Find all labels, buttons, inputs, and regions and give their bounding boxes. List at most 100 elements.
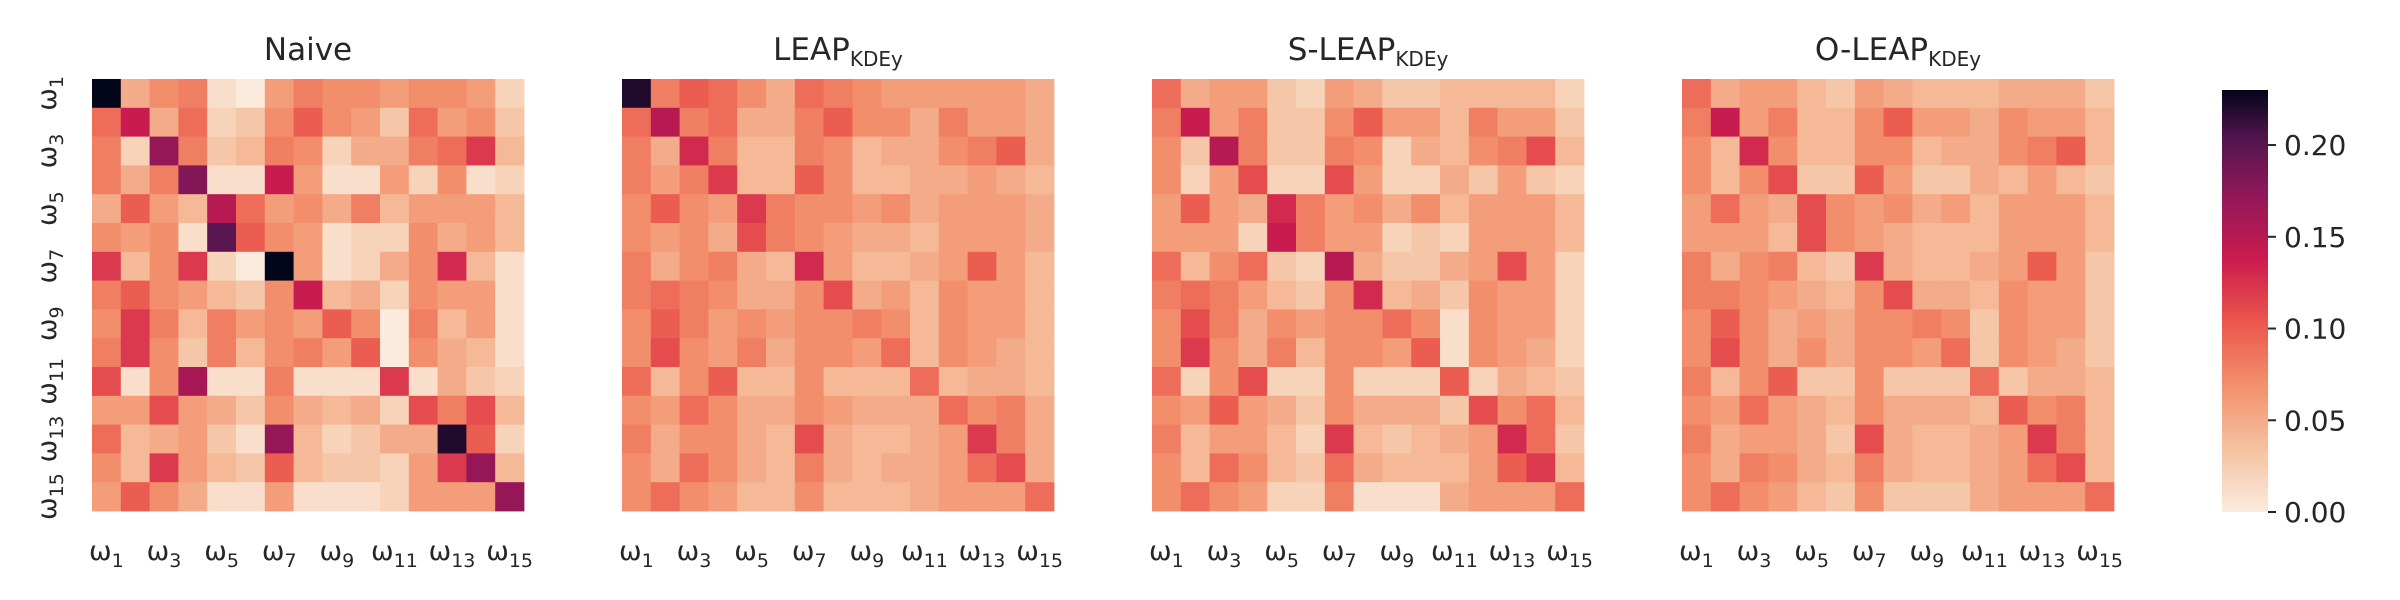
heatmap-cell	[1025, 395, 1055, 425]
heatmap-cell	[120, 309, 150, 339]
y-tick-label: ω9	[32, 306, 68, 341]
heatmap-cell	[380, 367, 410, 397]
heatmap-cell	[910, 165, 940, 195]
heatmap-cell	[1826, 165, 1856, 195]
heatmap-cell	[881, 165, 911, 195]
heatmap-cell	[1324, 395, 1354, 425]
heatmap-cell	[1970, 223, 2000, 253]
heatmap-cell	[380, 136, 410, 166]
heatmap-cell	[967, 280, 997, 310]
heatmap-cell	[1180, 453, 1210, 483]
heatmap-cell	[466, 280, 496, 310]
heatmap-cell	[1238, 309, 1268, 339]
heatmap-cell	[1180, 79, 1210, 109]
heatmap-cell	[322, 424, 352, 454]
heatmap-cell	[1970, 165, 2000, 195]
heatmap-cell	[938, 107, 968, 137]
heatmap-cell	[92, 251, 122, 281]
heatmap-cell	[322, 367, 352, 397]
heatmap-cell	[437, 482, 467, 512]
heatmap-cell	[794, 309, 824, 339]
heatmap-cell	[967, 165, 997, 195]
heatmap-cell	[737, 136, 767, 166]
heatmap-cell	[351, 309, 381, 339]
heatmap-cell	[149, 453, 179, 483]
heatmap-cell	[207, 136, 237, 166]
heatmap-cell	[264, 309, 294, 339]
heatmap-cell	[1526, 107, 1556, 137]
x-tick-label: ω15	[2076, 536, 2123, 572]
heatmap-cell	[1353, 482, 1383, 512]
heatmap-cell	[1267, 338, 1297, 368]
heatmap-cell	[236, 79, 266, 109]
heatmap-cell	[2056, 136, 2086, 166]
heatmap-cell	[967, 338, 997, 368]
heatmap-cell	[2027, 367, 2057, 397]
heatmap-cell	[92, 367, 122, 397]
heatmap-cell	[408, 223, 438, 253]
heatmap-cell	[1998, 309, 2028, 339]
heatmap-cell	[1440, 338, 1470, 368]
heatmap-cell	[2085, 223, 2115, 253]
heatmap-cell	[737, 424, 767, 454]
heatmap-cell	[264, 165, 294, 195]
heatmap-cell	[823, 395, 853, 425]
heatmap-cell	[910, 251, 940, 281]
heatmap-cell	[1998, 424, 2028, 454]
heatmap-cell	[1440, 223, 1470, 253]
heatmap-cell	[1180, 223, 1210, 253]
heatmap-cell	[380, 338, 410, 368]
heatmap-cell	[1238, 395, 1268, 425]
heatmap-cell	[1209, 482, 1239, 512]
heatmap-cell	[1296, 280, 1326, 310]
heatmap-cell	[1497, 280, 1527, 310]
heatmap-cell	[1739, 251, 1769, 281]
heatmap-cell	[1152, 482, 1182, 512]
heatmap-cell	[1468, 482, 1498, 512]
heatmap-cell	[207, 453, 237, 483]
heatmap-cell	[178, 280, 208, 310]
heatmap-cell	[1826, 251, 1856, 281]
heatmap-cell	[708, 309, 738, 339]
heatmap-cell	[938, 367, 968, 397]
heatmap-cell	[207, 309, 237, 339]
heatmap-cell	[1209, 367, 1239, 397]
heatmap-cell	[495, 395, 525, 425]
heatmap-cell	[1411, 338, 1441, 368]
heatmap-cell	[1941, 424, 1971, 454]
heatmap-cell	[910, 309, 940, 339]
heatmap-cell	[92, 482, 122, 512]
heatmap-cell	[408, 367, 438, 397]
heatmap-cell	[1526, 395, 1556, 425]
heatmap-cell	[1440, 280, 1470, 310]
heatmap-cell	[408, 395, 438, 425]
heatmap-cell	[120, 165, 150, 195]
heatmap-cell	[1238, 251, 1268, 281]
y-tick-labels: ω1 ω3 ω5 ω7 ω9 ω11 ω13 ω15	[32, 76, 68, 520]
heatmap-cell	[996, 165, 1026, 195]
heatmap-cell	[794, 165, 824, 195]
heatmap-cell	[149, 251, 179, 281]
heatmap-cell	[351, 107, 381, 137]
heatmap-panel: S-LEAPKDEy ω1 ω3 ω5 ω7 ω9 ω11 ω13 ω15	[1149, 32, 1593, 572]
heatmap-cell	[794, 367, 824, 397]
heatmap-cell	[1526, 165, 1556, 195]
heatmap-cell	[1411, 136, 1441, 166]
heatmap-cell	[1826, 79, 1856, 109]
heatmap-cell	[967, 482, 997, 512]
heatmap-cell	[1941, 367, 1971, 397]
heatmap-cell	[708, 338, 738, 368]
heatmap-cell	[708, 482, 738, 512]
heatmap-cell	[1970, 79, 2000, 109]
heatmap-cell	[1998, 280, 2028, 310]
heatmap-cell	[236, 280, 266, 310]
heatmap-cell	[207, 194, 237, 224]
heatmap-cell	[2056, 280, 2086, 310]
heatmap-cell	[1267, 424, 1297, 454]
heatmap-cell	[1739, 395, 1769, 425]
heatmap-cell	[264, 367, 294, 397]
heatmap-cell	[1382, 338, 1412, 368]
heatmap-cell	[2056, 482, 2086, 512]
heatmap-cell	[938, 136, 968, 166]
heatmap-cell	[708, 223, 738, 253]
